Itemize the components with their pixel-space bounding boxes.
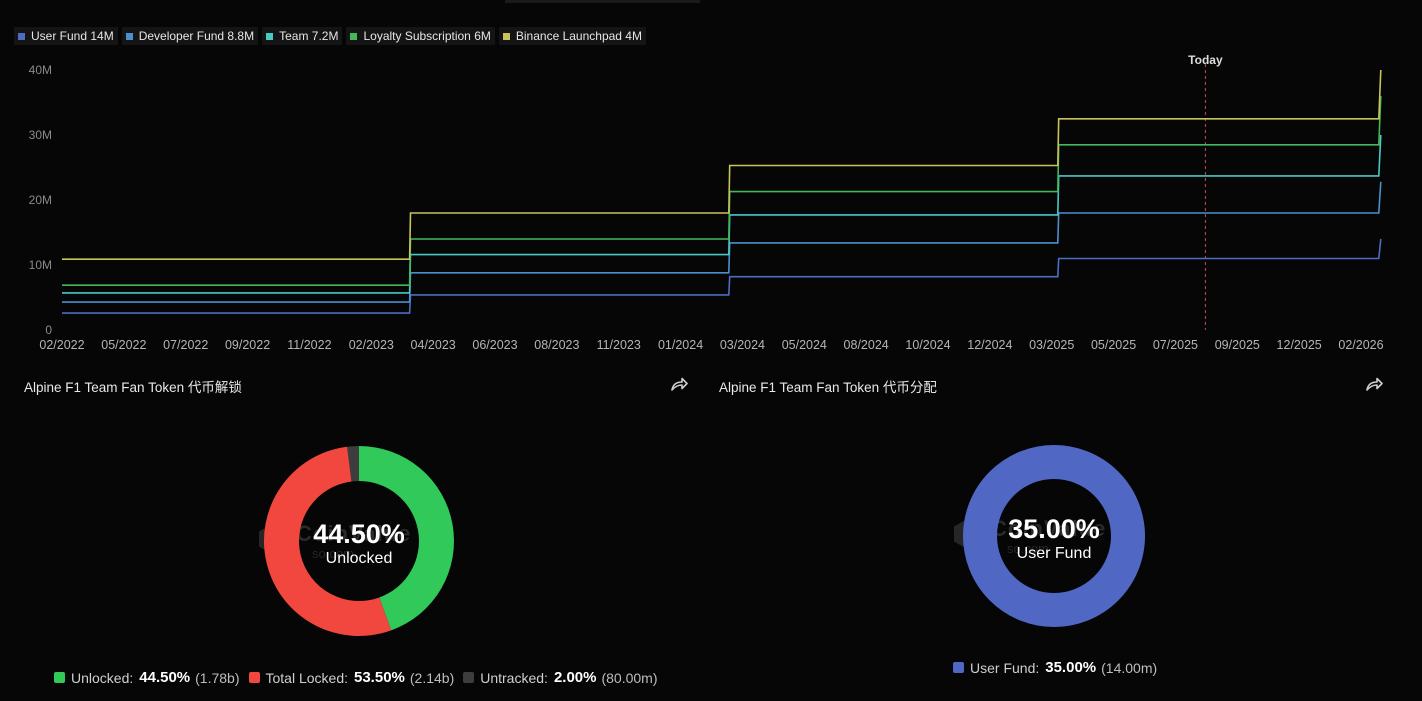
unlock-section-title: Alpine F1 Team Fan Token 代币解锁 <box>24 380 242 395</box>
y-tick-label: 40M <box>29 63 52 77</box>
unlocked-swatch <box>54 672 65 683</box>
untracked-amount: (80.00m) <box>601 669 658 686</box>
series-line-4 <box>62 69 1382 260</box>
x-tick-label: 04/2023 <box>411 338 456 352</box>
legend-label: User Fund 14M <box>31 29 114 43</box>
x-tick-label: 08/2023 <box>534 338 579 352</box>
x-tick-label: 05/2022 <box>101 338 146 352</box>
watermark-brand: CoinValue <box>296 521 412 546</box>
unlocked-pct: 44.50% <box>139 669 191 686</box>
y-tick-label: 30M <box>29 128 52 142</box>
y-tick-label: 10M <box>29 258 52 272</box>
user-fund-swatch <box>953 662 964 673</box>
series-line-1 <box>62 181 1382 303</box>
x-tick-label: 06/2023 <box>472 338 517 352</box>
legend-team[interactable]: Team 7.2M <box>262 27 343 45</box>
untracked-name: Untracked <box>480 669 545 686</box>
untracked-swatch <box>463 672 475 683</box>
user-fund-name: User Fund <box>970 659 1036 676</box>
legend-loyalty-subscription[interactable]: Loyalty Subscription 6M <box>346 27 495 45</box>
x-tick-label: 09/2025 <box>1215 338 1260 352</box>
legend-label: Binance Launchpad 4M <box>515 29 642 43</box>
x-tick-label: 12/2024 <box>967 338 1012 352</box>
donut-slice-total-locked[interactable] <box>263 446 392 637</box>
legend-swatch <box>125 32 133 40</box>
distribution-center-label: User Fund <box>1016 545 1092 562</box>
y-tick-label: 20M <box>29 193 52 207</box>
unlock-donut-legend: Unlocked:44.50% (1.78b) Total Locked:53.5… <box>54 669 667 686</box>
series-line-2 <box>62 134 1382 294</box>
legend-swatch <box>502 32 510 40</box>
legend-developer-fund[interactable]: Developer Fund 8.8M <box>121 27 259 45</box>
donut-slice-unlocked[interactable] <box>359 446 454 631</box>
x-tick-label: 07/2025 <box>1153 338 1198 352</box>
watermark-brand-sub: so.com <box>312 546 354 561</box>
x-tick-label: 02/2026 <box>1338 338 1383 352</box>
x-tick-label: 10/2024 <box>905 338 950 352</box>
unlock-center-value: 44.50% <box>313 519 405 549</box>
x-tick-label: 03/2024 <box>720 338 765 352</box>
x-tick-label: 02/2022 <box>39 338 84 352</box>
watermark-brand-sub: so.com <box>1007 541 1049 556</box>
locked-pct: 53.50% <box>354 669 405 686</box>
series-line-0 <box>62 238 1382 314</box>
legend-label: Team 7.2M <box>279 29 339 43</box>
unlock-donut-chart <box>263 446 454 637</box>
top-tab-indicator <box>505 0 700 3</box>
legend-label: Developer Fund 8.8M <box>138 29 255 43</box>
distribution-section-title: Alpine F1 Team Fan Token 代币分配 <box>719 380 937 395</box>
donut-slice-untracked[interactable] <box>347 446 359 482</box>
distribution-donut-center: 35.00% User Fund <box>954 514 1154 564</box>
series-line-3 <box>62 95 1382 286</box>
legend-swatch <box>350 32 358 40</box>
locked-swatch <box>248 672 260 683</box>
untracked-pct: 2.00% <box>553 669 597 686</box>
unlock-center-label: Unlocked <box>325 550 393 567</box>
watermark-brand: CoinValue <box>991 516 1107 541</box>
today-label: Today <box>1188 53 1223 67</box>
share-icon[interactable] <box>1364 374 1384 394</box>
x-tick-label: 11/2022 <box>287 338 331 352</box>
distribution-donut-chart <box>963 445 1145 627</box>
unlocked-amount: (1.78b) <box>195 669 240 686</box>
locked-amount: (2.14b) <box>409 669 455 686</box>
x-tick-label: 02/2023 <box>349 338 394 352</box>
x-tick-label: 12/2025 <box>1277 338 1322 352</box>
x-tick-label: 11/2023 <box>597 338 641 352</box>
locked-name: Total Locked <box>265 669 345 686</box>
x-tick-label: 07/2022 <box>163 338 208 352</box>
chart-legend: User Fund 14M Developer Fund 8.8M Team 7… <box>14 27 646 45</box>
x-tick-label: 01/2024 <box>658 338 703 352</box>
unlocked-name: Unlocked <box>71 669 130 686</box>
legend-user-fund[interactable]: User Fund 14M <box>14 27 118 45</box>
unlock-donut-center: 44.50% Unlocked <box>259 519 459 569</box>
legend-swatch <box>266 32 274 40</box>
x-tick-label: 08/2024 <box>844 338 889 352</box>
legend-binance-launchpad[interactable]: Binance Launchpad 4M <box>498 27 646 45</box>
user-fund-amount: (14.00m) <box>1101 659 1158 676</box>
legend-swatch <box>18 32 25 40</box>
share-icon[interactable] <box>669 374 689 394</box>
user-fund-pct: 35.00% <box>1045 659 1097 676</box>
x-tick-label: 05/2024 <box>782 338 827 352</box>
distribution-donut-legend: User Fund:35.00% (14.00m) <box>953 659 1166 676</box>
x-tick-label: 09/2022 <box>225 338 270 352</box>
donut-slice-0[interactable] <box>963 445 1145 627</box>
x-tick-label: 05/2025 <box>1091 338 1136 352</box>
distribution-center-value: 35.00% <box>1008 514 1100 544</box>
y-tick-label: 0 <box>45 323 52 337</box>
x-tick-label: 03/2025 <box>1029 338 1074 352</box>
unlock-schedule-chart: 0 10M 20M 30M 40M 02/2022 05/2022 07/2022 09/202… <box>29 53 1384 352</box>
legend-label: Loyalty Subscription 6M <box>363 29 491 43</box>
